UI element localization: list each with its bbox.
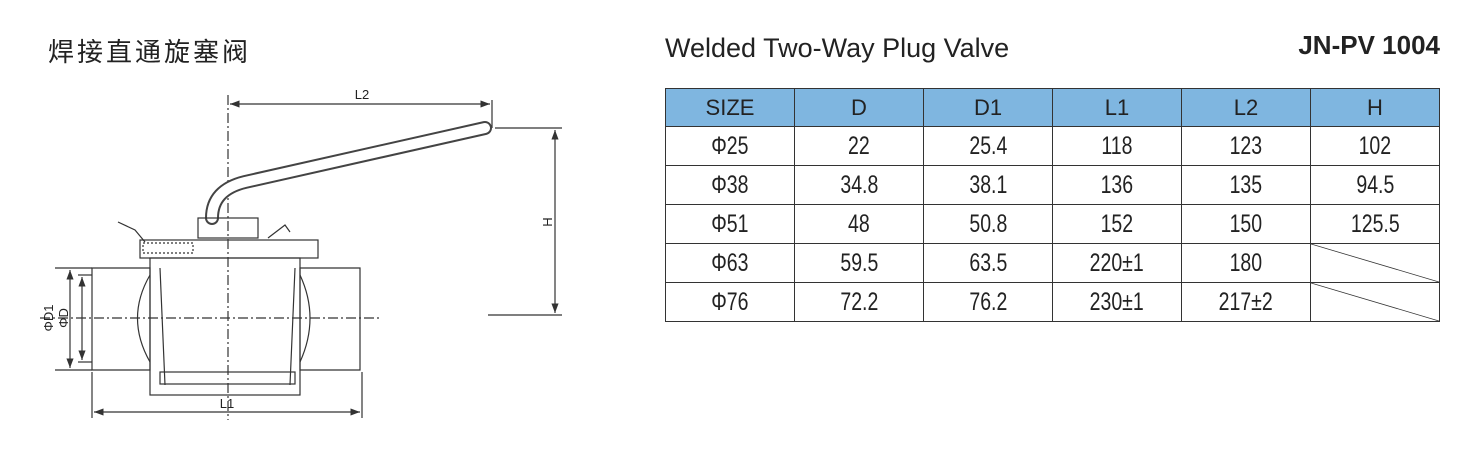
cell-text: Φ25	[711, 131, 749, 160]
table-cell: 136	[1052, 165, 1182, 205]
table-cell: 48	[794, 204, 924, 244]
table-row: Φ76 72.2 76.2 230±1 217±2	[665, 282, 1440, 322]
cell-text: Φ51	[711, 209, 749, 238]
cell-text: 118	[1101, 131, 1133, 160]
cell-text: 25.4	[969, 131, 1007, 160]
column-header: L1	[1052, 88, 1182, 127]
table-row: Φ51 48 50.8 152 150 125.5	[665, 204, 1440, 244]
table-cell: 125.5	[1310, 204, 1440, 244]
table-cell: 94.5	[1310, 165, 1440, 205]
empty-cell	[1310, 243, 1440, 283]
table-cell: 220±1	[1052, 243, 1182, 283]
column-header: SIZE	[665, 88, 795, 127]
cell-text: 38.1	[969, 170, 1007, 199]
table-cell: 59.5	[794, 243, 924, 283]
header-row: SIZE D D1 L1 L2 H	[665, 88, 1440, 127]
cell-text: 217±2	[1218, 287, 1274, 316]
column-header: D	[794, 88, 924, 127]
table-cell: 118	[1052, 126, 1182, 166]
table-cell: 150	[1181, 204, 1311, 244]
table-cell: 180	[1181, 243, 1311, 283]
column-header: L2	[1181, 88, 1311, 127]
table-cell: 217±2	[1181, 282, 1311, 322]
spec-table: SIZE D D1 L1 L2 H Φ25 22 25.4 118 123 102 Φ38 34.8 38.…	[665, 88, 1440, 322]
table-cell: Φ63	[665, 243, 795, 283]
model-number: JN-PV 1004	[1298, 30, 1440, 60]
dim-l2: L2	[355, 87, 369, 102]
table-cell: 152	[1052, 204, 1182, 244]
title-cn: 焊接直通旋塞阀	[48, 38, 252, 68]
cell-text: 102	[1358, 131, 1392, 160]
cell-text: 94.5	[1356, 170, 1394, 199]
dim-h: H	[540, 217, 555, 226]
table-cell: Φ51	[665, 204, 795, 244]
valve-drawing: L2 H ΦD1 ΦD L1	[40, 87, 562, 420]
cell-text: 34.8	[840, 170, 878, 199]
table-cell: 230±1	[1052, 282, 1182, 322]
cell-text: 180	[1229, 248, 1263, 277]
cell-text: 150	[1229, 209, 1263, 238]
table-body: Φ25 22 25.4 118 123 102 Φ38 34.8 38.1 136 135 94.5 Φ…	[665, 126, 1440, 322]
cell-text: 125.5	[1350, 209, 1400, 238]
table-cell: Φ76	[665, 282, 795, 322]
title-en: Welded Two-Way Plug Valve	[665, 33, 1010, 63]
cell-text: 230±1	[1089, 287, 1145, 316]
cell-text: 59.5	[840, 248, 878, 277]
dim-l1: L1	[220, 396, 234, 411]
table-cell: 72.2	[794, 282, 924, 322]
table-row: Φ38 34.8 38.1 136 135 94.5	[665, 165, 1440, 205]
table-row: Φ63 59.5 63.5 220±1 180	[665, 243, 1440, 283]
table-cell: 22	[794, 126, 924, 166]
dim-d1: ΦD1	[41, 305, 56, 332]
cell-text: 76.2	[969, 287, 1007, 316]
cell-text: Φ38	[711, 170, 749, 199]
cell-text: 22	[848, 131, 870, 160]
dim-d: ΦD	[56, 308, 71, 328]
table-cell: 38.1	[923, 165, 1053, 205]
cell-text: 123	[1229, 131, 1263, 160]
cell-text: 50.8	[969, 209, 1007, 238]
diagonal	[1311, 283, 1439, 321]
table-row: Φ25 22 25.4 118 123 102	[665, 126, 1440, 166]
table-cell: 34.8	[794, 165, 924, 205]
cell-text: 136	[1100, 170, 1134, 199]
table-cell: Φ25	[665, 126, 795, 166]
column-header: H	[1310, 88, 1440, 127]
table-cell: 63.5	[923, 243, 1053, 283]
cell-text: Φ76	[711, 287, 749, 316]
diagonal	[1311, 244, 1439, 282]
cell-text: 72.2	[840, 287, 878, 316]
cell-text: Φ63	[711, 248, 749, 277]
cell-text: 220±1	[1089, 248, 1145, 277]
table-cell: 135	[1181, 165, 1311, 205]
table-cell: 102	[1310, 126, 1440, 166]
empty-cell	[1310, 282, 1440, 322]
table-cell: 25.4	[923, 126, 1053, 166]
table-cell: Φ38	[665, 165, 795, 205]
cell-text: 63.5	[969, 248, 1007, 277]
column-header: D1	[923, 88, 1053, 127]
table-cell: 123	[1181, 126, 1311, 166]
cell-text: 135	[1229, 170, 1263, 199]
cell-text: 48	[848, 209, 870, 238]
table-cell: 50.8	[923, 204, 1053, 244]
cell-text: 152	[1100, 209, 1134, 238]
table-cell: 76.2	[923, 282, 1053, 322]
